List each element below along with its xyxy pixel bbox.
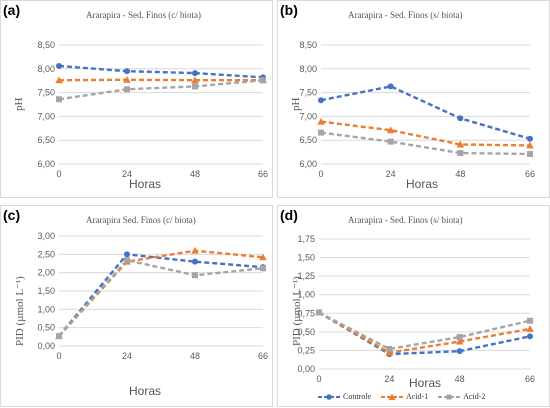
legend-label: Controle	[343, 392, 371, 401]
legend-marker-icon	[318, 393, 340, 401]
data-point	[316, 310, 322, 316]
y-tick-label: 1,00	[37, 304, 55, 314]
x-tick-label: 24	[122, 169, 132, 179]
chart-panel-c: (c) Ararapira Sed. Finos (c/ biota) PID …	[0, 205, 273, 407]
data-point	[192, 272, 198, 278]
plot-area: 0,00 0,25 0,50 0,75 1,00 1,25 1,50 1,75 0 24 48 66	[278, 206, 550, 408]
data-point	[318, 97, 324, 103]
data-point	[56, 96, 62, 102]
x-tick-label: 24	[386, 169, 396, 179]
data-point	[457, 150, 463, 156]
x-tick-label: 0	[56, 169, 61, 179]
data-point	[192, 259, 198, 265]
y-tick-label: 1,25	[297, 271, 315, 281]
y-tick-label: 7,00	[299, 111, 317, 121]
y-tick-label: 8,50	[299, 40, 317, 50]
plot-area: 0,00 0,50 1,00 1,50 2,00 2,50 3,00 0 24 48 66	[1, 206, 274, 408]
x-tick-label: 0	[56, 351, 61, 361]
legend-marker-icon	[438, 393, 460, 401]
y-tick-label: 8,50	[37, 40, 55, 50]
y-tick-label: 1,75	[297, 234, 315, 244]
y-tick-label: 7,50	[37, 88, 55, 98]
y-tick-label: 3,00	[37, 231, 55, 241]
data-point	[192, 83, 198, 89]
data-point	[527, 333, 533, 339]
data-point	[56, 63, 62, 69]
y-tick-label: 6,00	[37, 159, 55, 169]
x-tick-label: 0	[318, 169, 323, 179]
y-tick-label: 7,00	[37, 111, 55, 121]
series-line-acid-2	[321, 133, 530, 154]
data-point	[318, 130, 324, 136]
chart-panel-b: (b) Ararapira - Sed. Finos (s/ biota) pH…	[277, 0, 550, 198]
x-tick-label: 66	[525, 169, 535, 179]
y-tick-label: 8,00	[37, 64, 55, 74]
x-tick-label: 24	[384, 374, 394, 384]
data-point	[124, 257, 130, 263]
data-point	[526, 325, 534, 332]
legend-label: Acid-2	[463, 392, 485, 401]
data-point	[260, 265, 266, 271]
y-tick-label: 0,00	[297, 364, 315, 374]
y-tick-label: 1,00	[297, 290, 315, 300]
data-point	[124, 68, 130, 74]
x-tick-label: 48	[190, 351, 200, 361]
plot-area: 6,00 6,50 7,00 7,50 8,00 8,50 0 24 48 66	[1, 1, 274, 199]
y-tick-label: 6,00	[299, 159, 317, 169]
data-point	[124, 251, 130, 257]
data-point	[192, 70, 198, 76]
legend-marker-icon	[381, 393, 403, 401]
data-point	[388, 139, 394, 145]
data-point	[527, 151, 533, 157]
series-line-controle	[321, 86, 530, 138]
y-tick-label: 1,50	[297, 253, 315, 263]
series-line-acid-1	[319, 313, 530, 353]
y-tick-label: 2,00	[37, 268, 55, 278]
data-point	[527, 136, 533, 142]
data-point	[386, 346, 392, 352]
plot-area: 6,00 6,50 7,00 7,50 8,00 8,50 0 24 48 66	[278, 1, 550, 199]
data-point	[457, 348, 463, 354]
data-point	[124, 86, 130, 92]
legend-item-acid1: Acid-1	[381, 392, 428, 401]
y-tick-label: 7,50	[299, 88, 317, 98]
y-tick-label: 0,25	[297, 345, 315, 355]
legend-item-acid2: Acid-2	[438, 392, 485, 401]
x-tick-label: 66	[258, 169, 268, 179]
y-tick-label: 8,00	[299, 64, 317, 74]
legend-item-controle: Controle	[318, 392, 371, 401]
series-line-acid-2	[59, 80, 263, 99]
data-point	[388, 83, 394, 89]
series-line-acid-1	[59, 251, 263, 336]
legend-label: Acid-1	[406, 392, 428, 401]
y-tick-label: 0,75	[297, 308, 315, 318]
y-tick-label: 2,50	[37, 249, 55, 259]
legend: Controle Acid-1 Acid-2	[318, 392, 495, 401]
chart-panel-d: (d) Ararapira - Sed. Finos (s/ biota) PI…	[277, 205, 550, 407]
x-tick-label: 66	[258, 351, 268, 361]
x-tick-label: 0	[316, 374, 321, 384]
x-tick-label: 48	[190, 169, 200, 179]
series-line-controle	[59, 66, 263, 77]
data-point	[56, 333, 62, 339]
x-tick-label: 48	[455, 374, 465, 384]
y-tick-label: 1,50	[37, 286, 55, 296]
x-tick-label: 48	[455, 169, 465, 179]
y-tick-label: 6,50	[37, 135, 55, 145]
data-point	[457, 334, 463, 340]
x-tick-label: 24	[122, 351, 132, 361]
data-point	[260, 77, 266, 83]
y-tick-label: 6,50	[299, 135, 317, 145]
y-tick-label: 0,50	[297, 327, 315, 337]
y-tick-label: 0,00	[37, 341, 55, 351]
data-point	[457, 115, 463, 121]
data-point	[527, 318, 533, 324]
chart-panel-a: (a) Ararapira - Sed. Finos (c/ biota) pH…	[0, 0, 273, 198]
y-tick-label: 0,50	[37, 323, 55, 333]
series-line-acid-1	[321, 122, 530, 146]
x-tick-label: 66	[525, 374, 535, 384]
